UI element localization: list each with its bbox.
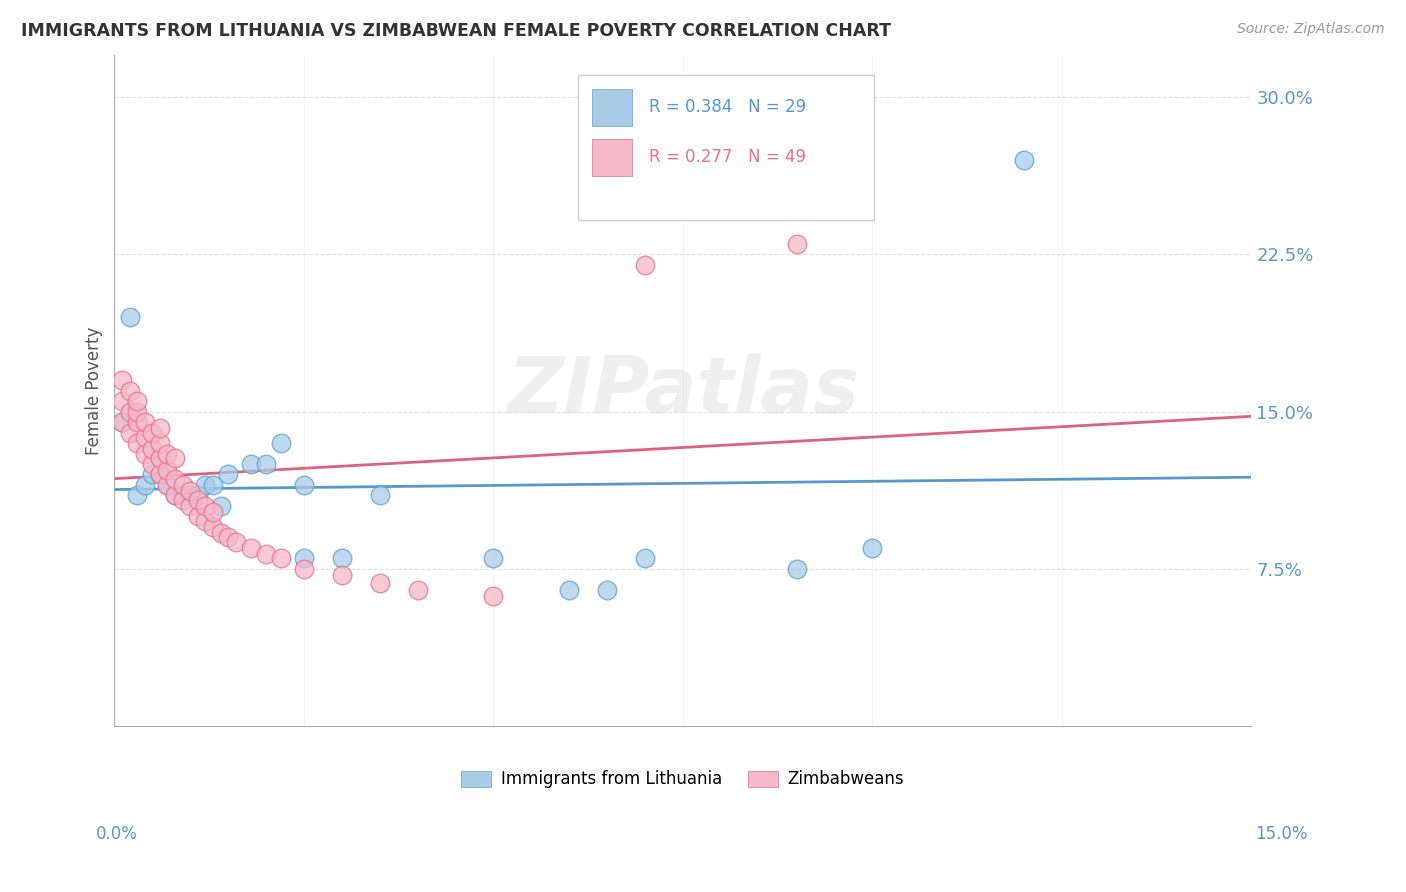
Point [149, 467, 172, 482]
Point [172, 488, 194, 502]
Point [194, 478, 217, 492]
Point [254, 547, 277, 561]
Point [201, 520, 224, 534]
Point [634, 258, 657, 272]
Point [134, 446, 156, 460]
Point [194, 514, 217, 528]
Point [596, 582, 619, 597]
Point [194, 499, 217, 513]
Point [111, 415, 134, 429]
Point [187, 488, 209, 502]
Point [239, 541, 262, 555]
Point [111, 415, 134, 429]
Point [141, 457, 163, 471]
Point [111, 394, 134, 409]
Point [134, 415, 156, 429]
Text: IMMIGRANTS FROM LITHUANIA VS ZIMBABWEAN FEMALE POVERTY CORRELATION CHART: IMMIGRANTS FROM LITHUANIA VS ZIMBABWEAN … [21, 22, 891, 40]
Point [165, 488, 187, 502]
Text: R = 0.277   N = 49: R = 0.277 N = 49 [650, 148, 806, 167]
Point [209, 526, 232, 541]
Point [558, 582, 581, 597]
Point [239, 457, 262, 471]
Point [165, 450, 187, 465]
Legend: Immigrants from Lithuania, Zimbabweans: Immigrants from Lithuania, Zimbabweans [454, 764, 911, 795]
Point [786, 562, 808, 576]
Point [156, 446, 179, 460]
Point [187, 492, 209, 507]
Point [254, 457, 277, 471]
Point [149, 436, 172, 450]
Point [149, 421, 172, 435]
Point [634, 551, 657, 566]
Point [368, 488, 391, 502]
Point [127, 404, 149, 418]
Text: Source: ZipAtlas.com: Source: ZipAtlas.com [1237, 22, 1385, 37]
Point [149, 450, 172, 465]
Point [179, 484, 201, 499]
Y-axis label: Female Poverty: Female Poverty [86, 326, 103, 455]
Point [270, 551, 292, 566]
Point [217, 467, 239, 482]
Point [217, 530, 239, 544]
Point [141, 467, 163, 482]
FancyBboxPatch shape [578, 75, 875, 219]
Point [156, 463, 179, 477]
Point [141, 425, 163, 440]
Point [201, 478, 224, 492]
Point [127, 488, 149, 502]
Point [118, 310, 141, 325]
Point [156, 478, 179, 492]
Point [111, 373, 134, 387]
FancyBboxPatch shape [592, 139, 631, 176]
Point [786, 236, 808, 251]
Point [134, 478, 156, 492]
Point [118, 404, 141, 418]
Point [482, 589, 505, 603]
Point [179, 499, 201, 513]
Point [156, 478, 179, 492]
Point [482, 551, 505, 566]
Point [127, 415, 149, 429]
Point [172, 478, 194, 492]
Point [225, 534, 247, 549]
Text: R = 0.384   N = 29: R = 0.384 N = 29 [650, 98, 806, 116]
Point [165, 472, 187, 486]
Point [127, 394, 149, 409]
Point [330, 568, 353, 582]
Point [292, 551, 315, 566]
Point [292, 562, 315, 576]
Point [406, 582, 429, 597]
Point [127, 436, 149, 450]
Text: 0.0%: 0.0% [96, 825, 138, 843]
Point [201, 505, 224, 519]
Point [179, 488, 201, 502]
Point [134, 430, 156, 444]
Point [209, 499, 232, 513]
Point [118, 425, 141, 440]
Point [165, 488, 187, 502]
Point [187, 509, 209, 524]
FancyBboxPatch shape [592, 88, 631, 126]
Point [862, 541, 884, 555]
Point [1012, 153, 1035, 167]
Text: ZIPatlas: ZIPatlas [506, 352, 859, 428]
Point [330, 551, 353, 566]
Point [368, 576, 391, 591]
Point [141, 442, 163, 457]
Point [172, 492, 194, 507]
Point [118, 384, 141, 398]
Point [292, 478, 315, 492]
Text: 15.0%: 15.0% [1256, 825, 1308, 843]
Point [149, 467, 172, 482]
Point [270, 436, 292, 450]
